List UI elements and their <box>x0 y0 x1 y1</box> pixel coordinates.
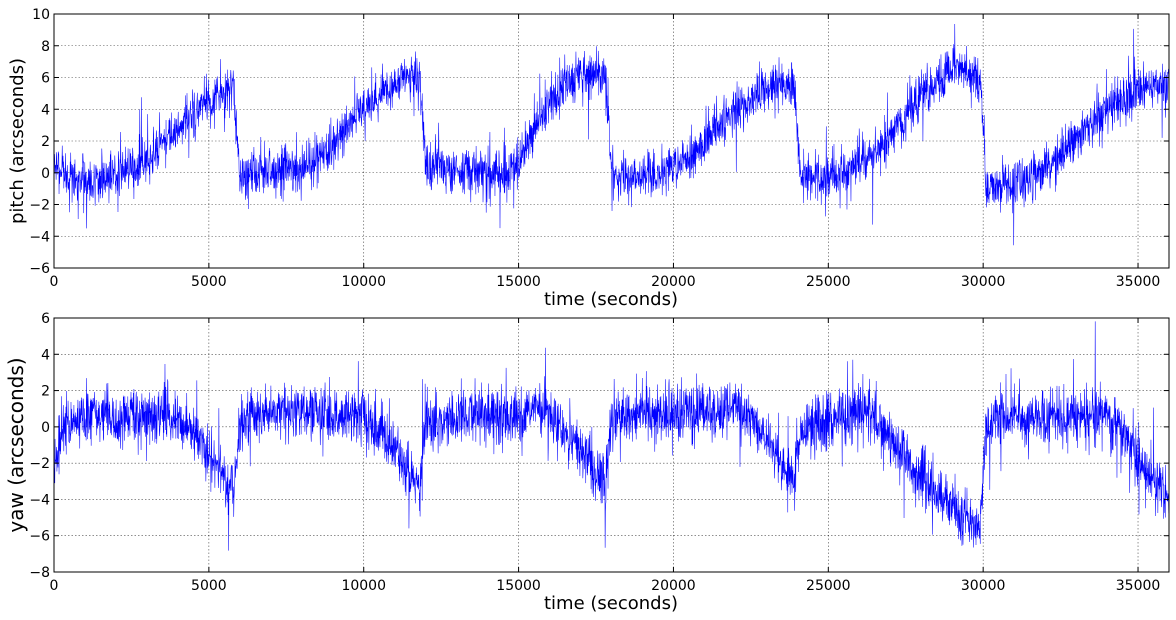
pitch-x-tick-label: 25000 <box>806 274 851 290</box>
yaw-ticks: 0 5000 10000 15000 20000 25000 30000 35000 −8 −6 −… <box>29 311 1169 594</box>
yaw-y-tick-label: 2 <box>41 384 50 400</box>
pitch-y-tick-label: 0 <box>41 166 50 182</box>
pitch-x-tick-label: 5000 <box>191 274 227 290</box>
yaw-x-tick-label: 35000 <box>1116 578 1161 594</box>
yaw-grid <box>54 318 1169 572</box>
pitch-ticks: 0 5000 10000 15000 20000 25000 30000 35000 −6 −4 −… <box>29 7 1169 290</box>
pitch-x-tick-label: 35000 <box>1116 274 1161 290</box>
yaw-plot-frame <box>53 317 1170 573</box>
yaw-x-tick-label: 10000 <box>341 578 386 594</box>
pitch-x-tick-label: 0 <box>50 274 59 290</box>
pitch-y-tick-label: 4 <box>41 102 50 118</box>
pitch-y-tick-label: 6 <box>41 71 50 87</box>
pitch-grid <box>54 14 1169 268</box>
yaw-y-tick-label: −6 <box>29 529 50 545</box>
yaw-x-tick-label: 0 <box>50 578 59 594</box>
yaw-y-tick-label: −4 <box>29 492 50 508</box>
yaw-x-axis-label: time (seconds) <box>544 593 678 614</box>
yaw-x-tick-label: 25000 <box>806 578 851 594</box>
yaw-y-axis-label: yaw (arcseconds) <box>4 357 28 532</box>
yaw-y-tick-label: 6 <box>41 311 50 327</box>
pitch-y-tick-label: 2 <box>41 134 50 150</box>
yaw-y-tick-label: 4 <box>41 347 50 363</box>
yaw-plot: 0 5000 10000 15000 20000 25000 30000 35000 −8 −6 −… <box>4 311 1170 614</box>
pitch-y-tick-label: −4 <box>29 229 50 245</box>
pitch-series <box>54 23 1169 246</box>
pitch-y-tick-label: −2 <box>29 198 50 214</box>
yaw-series-line <box>54 321 1169 551</box>
pitch-x-axis-label: time (seconds) <box>544 289 678 310</box>
yaw-series <box>54 321 1169 551</box>
pitch-x-tick-label: 15000 <box>496 274 541 290</box>
pitch-y-axis-label: pitch (arcseconds) <box>7 58 28 224</box>
pitch-y-tick-label: 8 <box>41 39 50 55</box>
yaw-plot-area <box>54 318 1169 572</box>
yaw-x-tick-label: 15000 <box>496 578 541 594</box>
yaw-y-tick-label: −8 <box>29 565 50 581</box>
pitch-x-tick-label: 10000 <box>341 274 386 290</box>
pitch-y-tick-label: 10 <box>32 7 50 23</box>
pitch-x-tick-label: 20000 <box>651 274 696 290</box>
yaw-y-tick-label: −2 <box>29 456 50 472</box>
yaw-x-tick-label: 20000 <box>651 578 696 594</box>
yaw-x-tick-label: 30000 <box>961 578 1006 594</box>
pitch-plot: 0 5000 10000 15000 20000 25000 30000 35000 −6 −4 −… <box>7 7 1170 310</box>
yaw-x-tick-label: 5000 <box>191 578 227 594</box>
pitch-y-tick-label: −6 <box>29 261 50 277</box>
yaw-y-tick-label: 0 <box>41 420 50 436</box>
pitch-series-line <box>54 23 1169 246</box>
pitch-x-tick-label: 30000 <box>961 274 1006 290</box>
